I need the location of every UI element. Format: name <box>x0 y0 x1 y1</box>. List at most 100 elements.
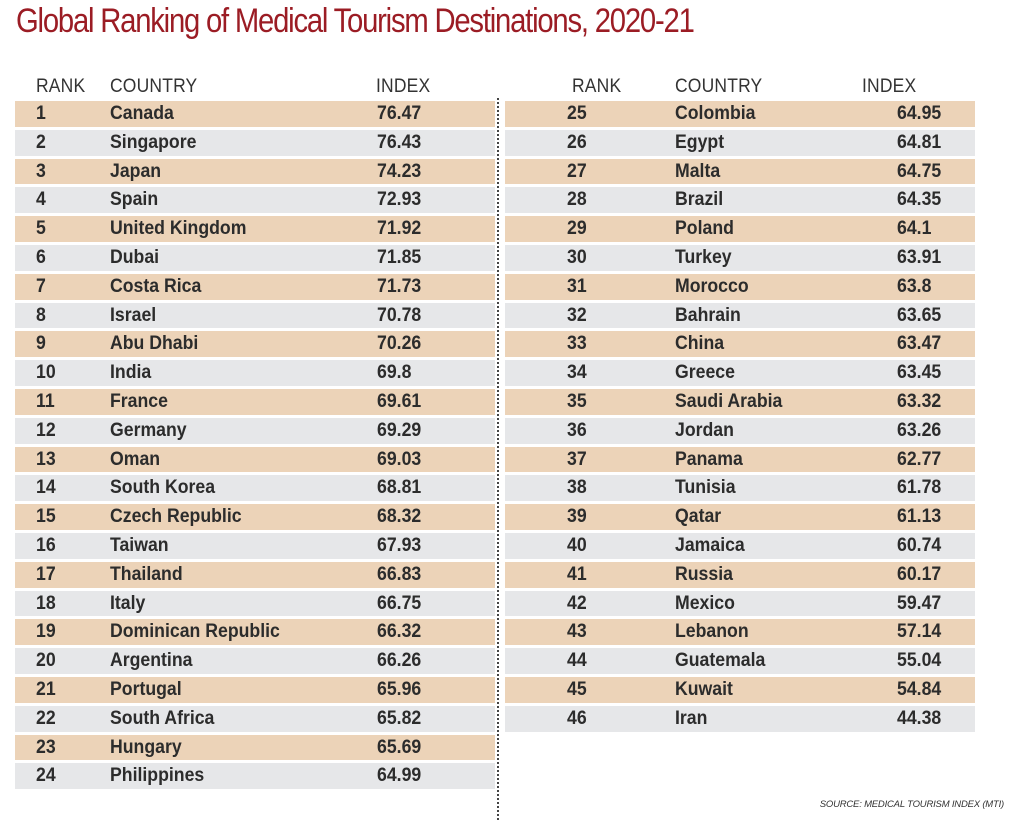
cell-country: Malta <box>675 160 721 182</box>
cell-rank: 6 <box>36 246 46 268</box>
cell-rank: 38 <box>567 477 587 499</box>
cell-index: 68.81 <box>377 477 422 499</box>
cell-index: 65.96 <box>377 678 422 700</box>
cell-rank: 45 <box>567 678 587 700</box>
cell-rank: 1 <box>36 103 46 124</box>
table-row: 23 Hungary 65.69 <box>15 734 495 761</box>
cell-rank: 8 <box>36 304 46 326</box>
cell-country: Costa Rica <box>110 275 202 297</box>
cell-index: 63.91 <box>897 246 942 268</box>
table-row: 42 Mexico 59.47 <box>505 590 975 617</box>
cell-index: 63.26 <box>897 419 942 441</box>
cell-index: 63.65 <box>897 304 942 326</box>
cell-country: Egypt <box>675 131 725 153</box>
cell-rank: 35 <box>567 390 587 412</box>
table-row: 46 Iran 44.38 <box>505 705 975 732</box>
cell-index: 44.38 <box>897 707 942 729</box>
table-row: 11 France 69.61 <box>15 388 495 415</box>
table-row: 44 Guatemala 55.04 <box>505 648 975 674</box>
ranking-table-right: 25 Colombia 64.95 26 Egypt 64.81 27 Malta 64.75 2… <box>505 101 975 735</box>
table-row: 45 Kuwait 54.84 <box>505 676 975 703</box>
cell-index: 71.85 <box>377 246 422 268</box>
cell-index: 64.95 <box>897 103 942 124</box>
cell-rank: 24 <box>36 765 56 787</box>
cell-country: France <box>110 390 168 412</box>
cell-rank: 25 <box>567 103 587 124</box>
cell-country: Guatemala <box>675 650 766 672</box>
header-index-left: INDEX <box>376 76 431 97</box>
cell-country: Hungary <box>110 736 182 758</box>
cell-rank: 2 <box>36 131 46 153</box>
cell-country: Panama <box>675 448 743 470</box>
table-row: 34 Greece 63.45 <box>505 360 975 386</box>
cell-rank: 30 <box>567 246 587 268</box>
table-row: 7 Costa Rica 71.73 <box>15 273 495 300</box>
cell-country: Argentina <box>110 650 193 672</box>
cell-country: Oman <box>110 448 161 470</box>
cell-country: South Africa <box>110 707 215 729</box>
cell-index: 72.93 <box>377 189 422 211</box>
cell-country: Spain <box>110 189 159 211</box>
table-row: 32 Bahrain 63.65 <box>505 302 975 329</box>
cell-country: Bahrain <box>675 304 741 326</box>
cell-index: 60.17 <box>897 563 942 585</box>
cell-rank: 40 <box>567 534 587 556</box>
table-row: 37 Panama 62.77 <box>505 446 975 473</box>
table-row: 38 Tunisia 61.78 <box>505 475 975 502</box>
cell-country: India <box>110 362 152 384</box>
cell-index: 62.77 <box>897 448 942 470</box>
cell-index: 57.14 <box>897 621 942 643</box>
header-country-right: COUNTRY <box>675 76 763 97</box>
cell-rank: 5 <box>36 218 46 240</box>
cell-rank: 34 <box>567 362 587 384</box>
cell-rank: 10 <box>36 362 56 384</box>
table-row: 21 Portugal 65.96 <box>15 676 495 703</box>
table-row: 10 India 69.8 <box>15 360 495 386</box>
cell-index: 54.84 <box>897 678 942 700</box>
source-note: SOURCE: MEDICAL TOURISM INDEX (MTI) <box>819 799 1004 810</box>
cell-index: 61.13 <box>897 506 942 528</box>
cell-rank: 31 <box>567 275 587 297</box>
cell-index: 69.8 <box>377 362 412 384</box>
cell-rank: 33 <box>567 333 587 355</box>
cell-index: 64.99 <box>377 765 422 787</box>
cell-index: 70.26 <box>377 333 422 355</box>
cell-index: 69.61 <box>377 390 422 412</box>
table-row: 8 Israel 70.78 <box>15 302 495 329</box>
table-row: 36 Jordan 63.26 <box>505 417 975 444</box>
cell-country: Taiwan <box>110 534 169 556</box>
header-rank-right: RANK <box>572 76 622 97</box>
cell-rank: 27 <box>567 160 587 182</box>
table-row: 14 South Korea 68.81 <box>15 475 495 502</box>
cell-index: 71.73 <box>377 275 422 297</box>
cell-index: 63.8 <box>897 275 932 297</box>
table-row: 5 United Kingdom 71.92 <box>15 216 495 242</box>
cell-rank: 41 <box>567 563 587 585</box>
cell-index: 76.43 <box>377 131 422 153</box>
cell-index: 74.23 <box>377 160 422 182</box>
cell-country: Greece <box>675 362 735 384</box>
cell-index: 69.29 <box>377 419 422 441</box>
cell-country: Poland <box>675 218 734 240</box>
cell-index: 64.81 <box>897 131 942 153</box>
cell-rank: 19 <box>36 621 56 643</box>
cell-index: 55.04 <box>897 650 942 672</box>
cell-index: 66.26 <box>377 650 422 672</box>
table-row: 43 Lebanon 57.14 <box>505 619 975 646</box>
cell-rank: 37 <box>567 448 587 470</box>
table-row: 27 Malta 64.75 <box>505 158 975 185</box>
cell-rank: 28 <box>567 189 587 211</box>
cell-rank: 11 <box>36 390 55 412</box>
cell-country: Tunisia <box>675 477 736 499</box>
table-row: 15 Czech Republic 68.32 <box>15 504 495 530</box>
cell-country: Morocco <box>675 275 749 297</box>
cell-country: Jordan <box>675 419 734 441</box>
cell-rank: 22 <box>36 707 56 729</box>
table-row: 9 Abu Dhabi 70.26 <box>15 331 495 358</box>
page-title: Global Ranking of Medical Tourism Destin… <box>16 2 695 40</box>
cell-rank: 39 <box>567 506 587 528</box>
cell-rank: 20 <box>36 650 56 672</box>
cell-rank: 16 <box>36 534 56 556</box>
table-row: 25 Colombia 64.95 <box>505 101 975 127</box>
table-row: 2 Singapore 76.43 <box>15 129 495 156</box>
